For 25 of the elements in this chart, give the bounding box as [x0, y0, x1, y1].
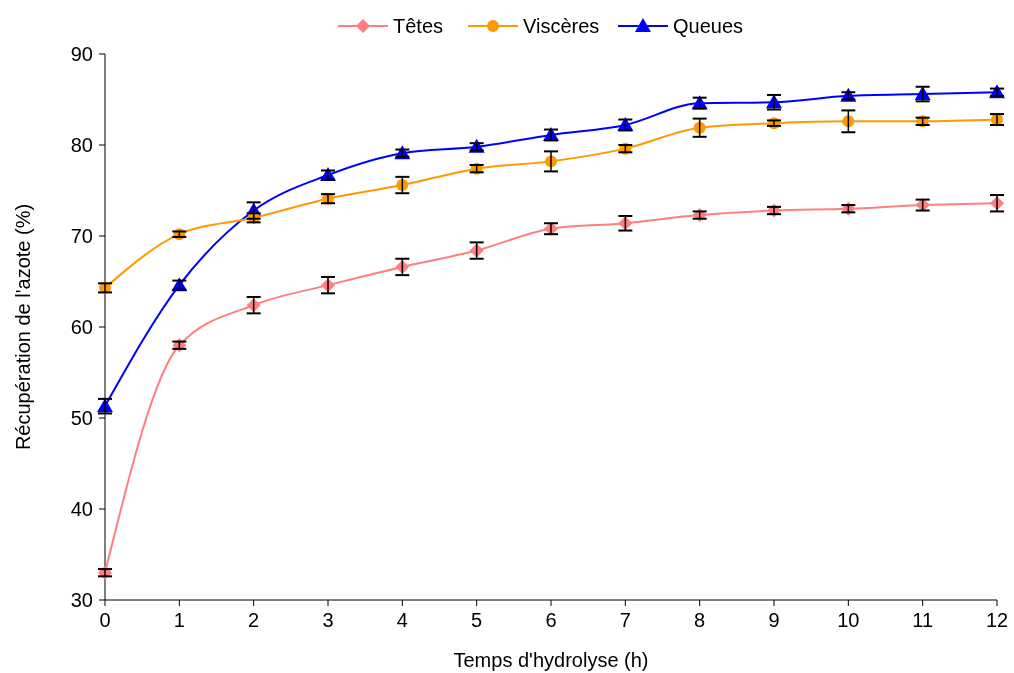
- y-tick-label: 80: [70, 134, 93, 156]
- y-tick-label: 50: [70, 407, 93, 429]
- x-tick-label: 11: [912, 609, 934, 631]
- y-tick-label: 40: [70, 498, 93, 520]
- x-tick-label: 3: [322, 609, 334, 631]
- x-tick-label: 7: [619, 609, 631, 631]
- y-tick-label: 60: [70, 316, 93, 338]
- y-axis-title: Récupération de l'azote (%): [12, 203, 34, 451]
- x-axis-title: Temps d'hydrolyse (h): [453, 649, 649, 671]
- x-tick-label: 10: [837, 609, 860, 631]
- x-tick-label: 5: [471, 609, 483, 631]
- legend-label: Queues: [673, 15, 744, 37]
- x-tick-label: 12: [985, 609, 1009, 631]
- x-tick-label: 4: [396, 609, 408, 631]
- x-tick-label: 1: [173, 609, 185, 631]
- x-tick-label: 9: [768, 609, 780, 631]
- y-tick-label: 90: [70, 43, 93, 65]
- legend-label: Têtes: [393, 15, 444, 37]
- x-tick-label: 8: [694, 609, 706, 631]
- y-tick-label: 70: [70, 225, 93, 247]
- y-tick-label: 30: [70, 589, 93, 611]
- x-tick-label: 2: [248, 609, 260, 631]
- x-tick-label: 0: [99, 609, 111, 631]
- x-tick-label: 6: [545, 609, 557, 631]
- legend-label: Viscères: [523, 15, 600, 37]
